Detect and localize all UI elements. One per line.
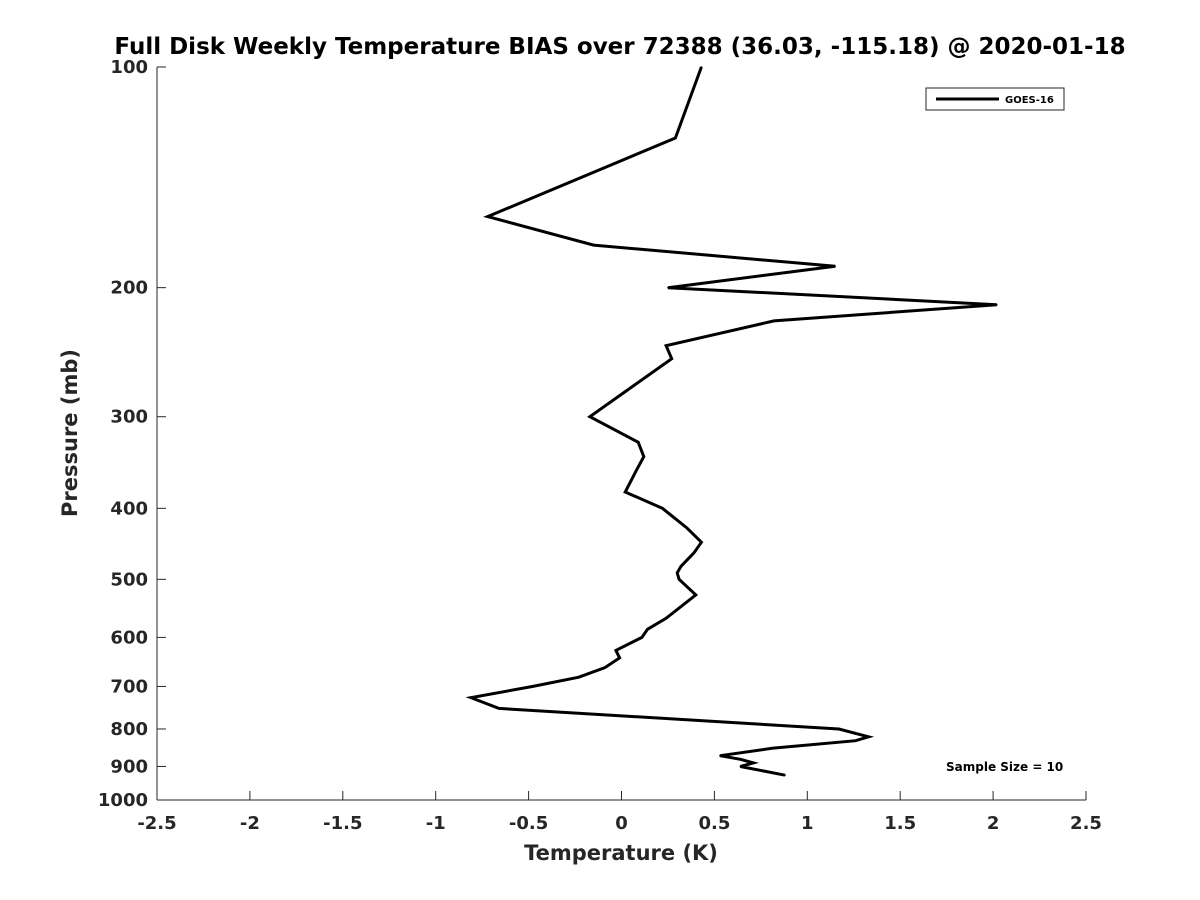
data-point — [719, 754, 721, 757]
x-tick-label: 2.5 — [1070, 813, 1102, 834]
data-point — [693, 552, 695, 554]
data-point — [752, 762, 755, 764]
data-point — [665, 344, 667, 347]
y-tick-label: 1000 — [98, 790, 148, 811]
x-tick-label: -2 — [240, 813, 260, 834]
y-tick-label: 400 — [110, 498, 148, 519]
y-tick-label: 300 — [110, 407, 148, 428]
data-point — [773, 320, 775, 322]
y-axis-label: Pressure (mb) — [58, 349, 82, 517]
data-point — [700, 541, 703, 543]
data-point — [486, 215, 489, 218]
data-point — [996, 303, 998, 306]
data-point — [680, 565, 682, 568]
x-tick-label: -2.5 — [137, 813, 176, 834]
data-point — [498, 707, 500, 710]
data-point — [592, 244, 595, 246]
legend: GOES-16 — [925, 87, 1065, 111]
x-tick-label: 0 — [615, 813, 628, 834]
data-point — [646, 628, 649, 631]
x-tick-label: 1 — [801, 813, 814, 834]
data-point — [635, 469, 638, 472]
data-point — [670, 357, 673, 360]
legend-entry-goes-16: GOES-16 — [1005, 95, 1054, 106]
x-axis-label: Temperature (K) — [524, 841, 718, 865]
data-point — [674, 137, 677, 139]
data-point — [624, 491, 626, 493]
x-tick-label: -0.5 — [509, 813, 548, 834]
x-ticks: -2.5 -2 -1.5 -1 -0.5 0 0.5 1 1.5 2 2.5 — [137, 791, 1102, 834]
y-tick-label: 900 — [110, 756, 148, 777]
series — [465, 66, 998, 777]
y-tick-label: 700 — [110, 676, 148, 697]
sample-size-annotation: Sample Size = 10 — [946, 760, 1063, 774]
x-tick-label: -1.5 — [323, 813, 362, 834]
data-point — [771, 747, 773, 750]
data-point — [589, 415, 591, 418]
data-point — [700, 66, 703, 68]
y-tick-label: 800 — [110, 719, 148, 740]
data-point — [838, 728, 840, 730]
data-point — [695, 594, 697, 596]
data-point — [667, 286, 669, 289]
data-point — [643, 455, 645, 458]
data-point — [665, 617, 667, 620]
data-point — [578, 676, 580, 678]
data-point — [834, 265, 836, 268]
x-tick-label: 0.5 — [698, 813, 730, 834]
data-point — [678, 578, 680, 581]
series-line-goes-16 — [465, 66, 997, 777]
x-tick-label: 1.5 — [884, 813, 916, 834]
data-point — [661, 507, 664, 510]
data-point — [531, 685, 534, 688]
data-point — [637, 441, 639, 444]
data-point — [604, 666, 606, 669]
data-point — [867, 736, 870, 738]
data-point — [739, 758, 742, 761]
data-point — [618, 657, 621, 659]
y-tick-label: 200 — [110, 278, 148, 299]
data-point — [685, 526, 688, 529]
data-point — [739, 765, 742, 768]
y-tick-label: 100 — [110, 57, 148, 78]
data-point — [784, 774, 786, 776]
y-tick-label: 600 — [110, 627, 148, 648]
data-point — [470, 696, 472, 699]
data-point — [641, 636, 643, 639]
data-point — [854, 739, 857, 742]
y-tick-label: 500 — [110, 569, 148, 590]
y-ticks: 100 200 300 400 500 600 700 800 900 1000 — [98, 57, 166, 811]
chart-title: Full Disk Weekly Temperature BIAS over 7… — [114, 34, 1125, 60]
data-point — [676, 572, 678, 574]
x-tick-label: 2 — [987, 813, 1000, 834]
x-tick-label: -1 — [426, 813, 446, 834]
data-point — [615, 649, 617, 652]
